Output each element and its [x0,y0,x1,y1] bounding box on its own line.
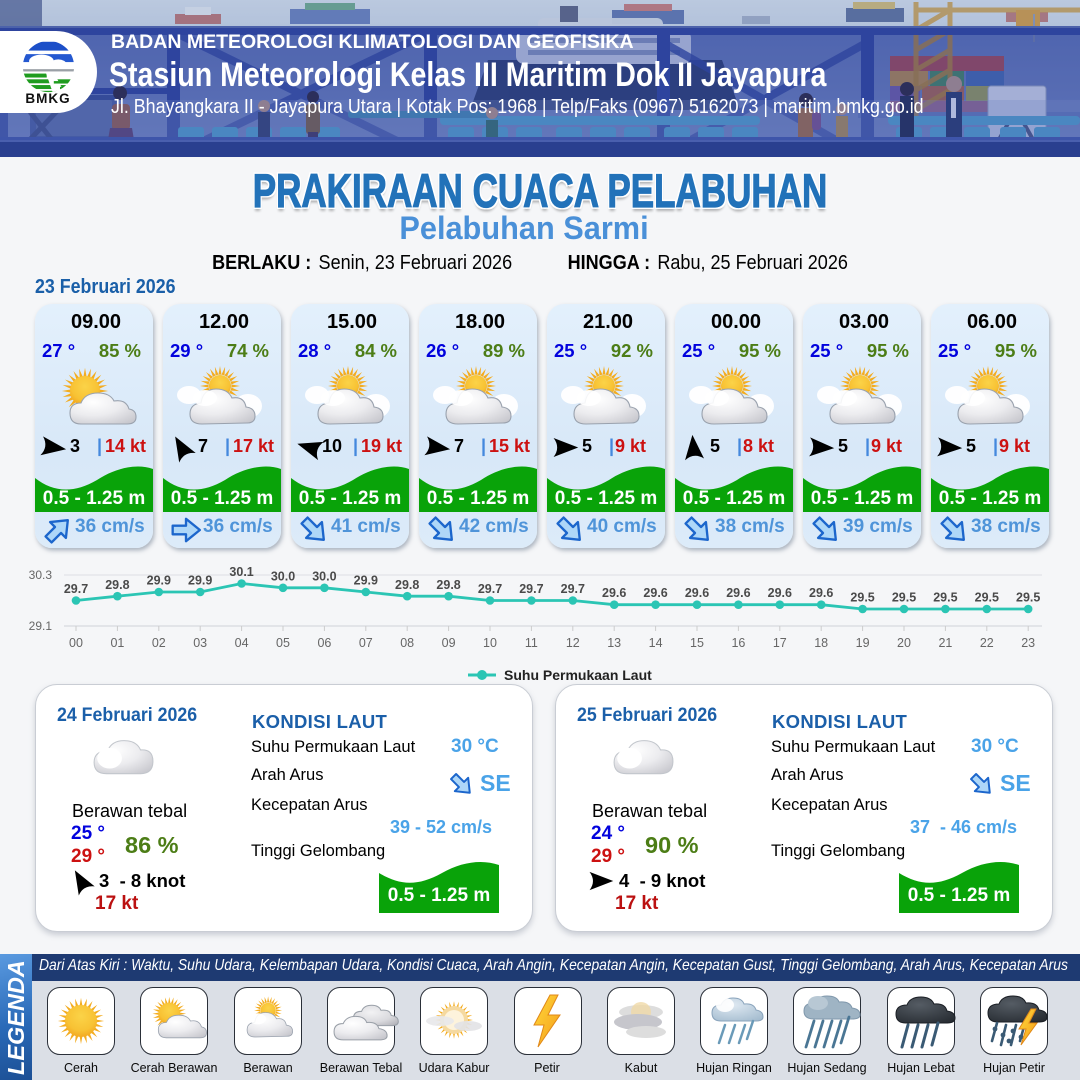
svg-text:17: 17 [773,636,787,650]
svg-text:00: 00 [69,636,83,650]
svg-text:15: 15 [690,636,704,650]
svg-text:29.6: 29.6 [643,586,667,600]
svg-text:07: 07 [359,636,373,650]
svg-text:30.1: 30.1 [229,565,253,579]
svg-text:03: 03 [193,636,207,650]
svg-text:29.5: 29.5 [850,591,874,605]
svg-text:20: 20 [897,636,911,650]
svg-text:30.0: 30.0 [271,569,295,583]
svg-text:29.5: 29.5 [1016,591,1040,605]
svg-text:29.7: 29.7 [478,582,502,596]
svg-text:Suhu Permukaan Laut: Suhu Permukaan Laut [504,667,652,683]
svg-text:30.3: 30.3 [29,568,53,582]
svg-text:11: 11 [525,636,538,650]
svg-text:29.1: 29.1 [29,619,53,633]
svg-text:12: 12 [566,636,580,650]
svg-text:29.8: 29.8 [395,578,419,592]
svg-text:22: 22 [980,636,994,650]
svg-text:04: 04 [235,636,249,650]
svg-text:18: 18 [814,636,828,650]
svg-text:01: 01 [110,636,124,650]
svg-text:29.6: 29.6 [809,586,833,600]
svg-text:29.5: 29.5 [933,591,957,605]
svg-text:29.7: 29.7 [561,582,585,596]
svg-text:09: 09 [442,636,456,650]
svg-text:29.9: 29.9 [188,574,212,588]
svg-text:29.7: 29.7 [519,582,543,596]
svg-text:29.6: 29.6 [602,586,626,600]
svg-text:10: 10 [483,636,497,650]
svg-text:29.6: 29.6 [685,586,709,600]
svg-text:19: 19 [856,636,870,650]
svg-text:05: 05 [276,636,290,650]
svg-text:29.8: 29.8 [105,578,129,592]
svg-text:14: 14 [649,636,663,650]
svg-text:13: 13 [607,636,621,650]
svg-text:29.9: 29.9 [354,574,378,588]
svg-text:06: 06 [317,636,331,650]
svg-text:29.7: 29.7 [64,582,88,596]
svg-text:29.6: 29.6 [768,586,792,600]
svg-text:02: 02 [152,636,166,650]
svg-text:08: 08 [400,636,414,650]
svg-text:29.5: 29.5 [975,591,999,605]
svg-text:29.6: 29.6 [726,586,750,600]
svg-text:21: 21 [938,636,952,650]
svg-text:23: 23 [1021,636,1035,650]
svg-text:29.5: 29.5 [892,591,916,605]
svg-text:LEGENDA: LEGENDA [3,960,29,1075]
svg-text:29.9: 29.9 [147,574,171,588]
svg-text:30.0: 30.0 [312,569,336,583]
svg-text:29.8: 29.8 [436,578,460,592]
svg-text:16: 16 [731,636,745,650]
